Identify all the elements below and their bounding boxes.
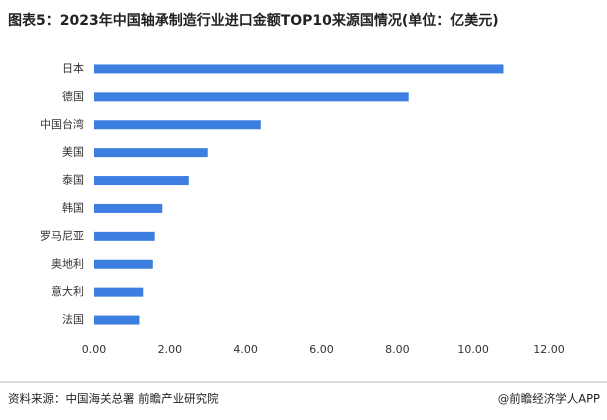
- bar: [94, 287, 144, 297]
- y-tick-label: 日本: [62, 61, 84, 75]
- y-tick-label: 中国台湾: [40, 117, 84, 131]
- x-tick-label: 6.00: [309, 343, 334, 356]
- source: 资料来源：中国海关总署 前瞻产业研究院: [8, 392, 219, 406]
- bar: [94, 259, 153, 269]
- y-tick-label: 韩国: [62, 200, 84, 214]
- bar: [94, 315, 140, 325]
- y-tick-label: 奥地利: [51, 256, 84, 270]
- y-tick-label: 法国: [62, 312, 84, 326]
- y-tick-label: 意大利: [51, 284, 84, 298]
- bar: [94, 120, 261, 130]
- y-tick-label: 泰国: [62, 173, 84, 187]
- bar: [94, 231, 155, 241]
- x-tick-label: 0.00: [82, 343, 107, 356]
- y-tick-label: 罗马尼亚: [40, 229, 84, 242]
- x-tick-label: 4.00: [233, 343, 258, 356]
- bar: [94, 148, 208, 158]
- x-tick-label: 12.00: [533, 343, 565, 356]
- x-tick-label: 8.00: [385, 343, 410, 356]
- bar: [94, 176, 189, 186]
- y-tick-label: 美国: [62, 146, 84, 159]
- x-tick-label: 2.00: [158, 343, 183, 356]
- chart-title: 图表5：2023年中国轴承制造行业进口金额TOP10来源国情况(单位：亿美元): [8, 12, 499, 29]
- credit: @前瞻经济学人APP: [498, 392, 600, 406]
- bar: [94, 64, 504, 74]
- y-tick-label: 德国: [62, 89, 84, 103]
- x-tick-label: 10.00: [457, 343, 489, 356]
- bar: [94, 92, 409, 102]
- bar: [94, 203, 163, 213]
